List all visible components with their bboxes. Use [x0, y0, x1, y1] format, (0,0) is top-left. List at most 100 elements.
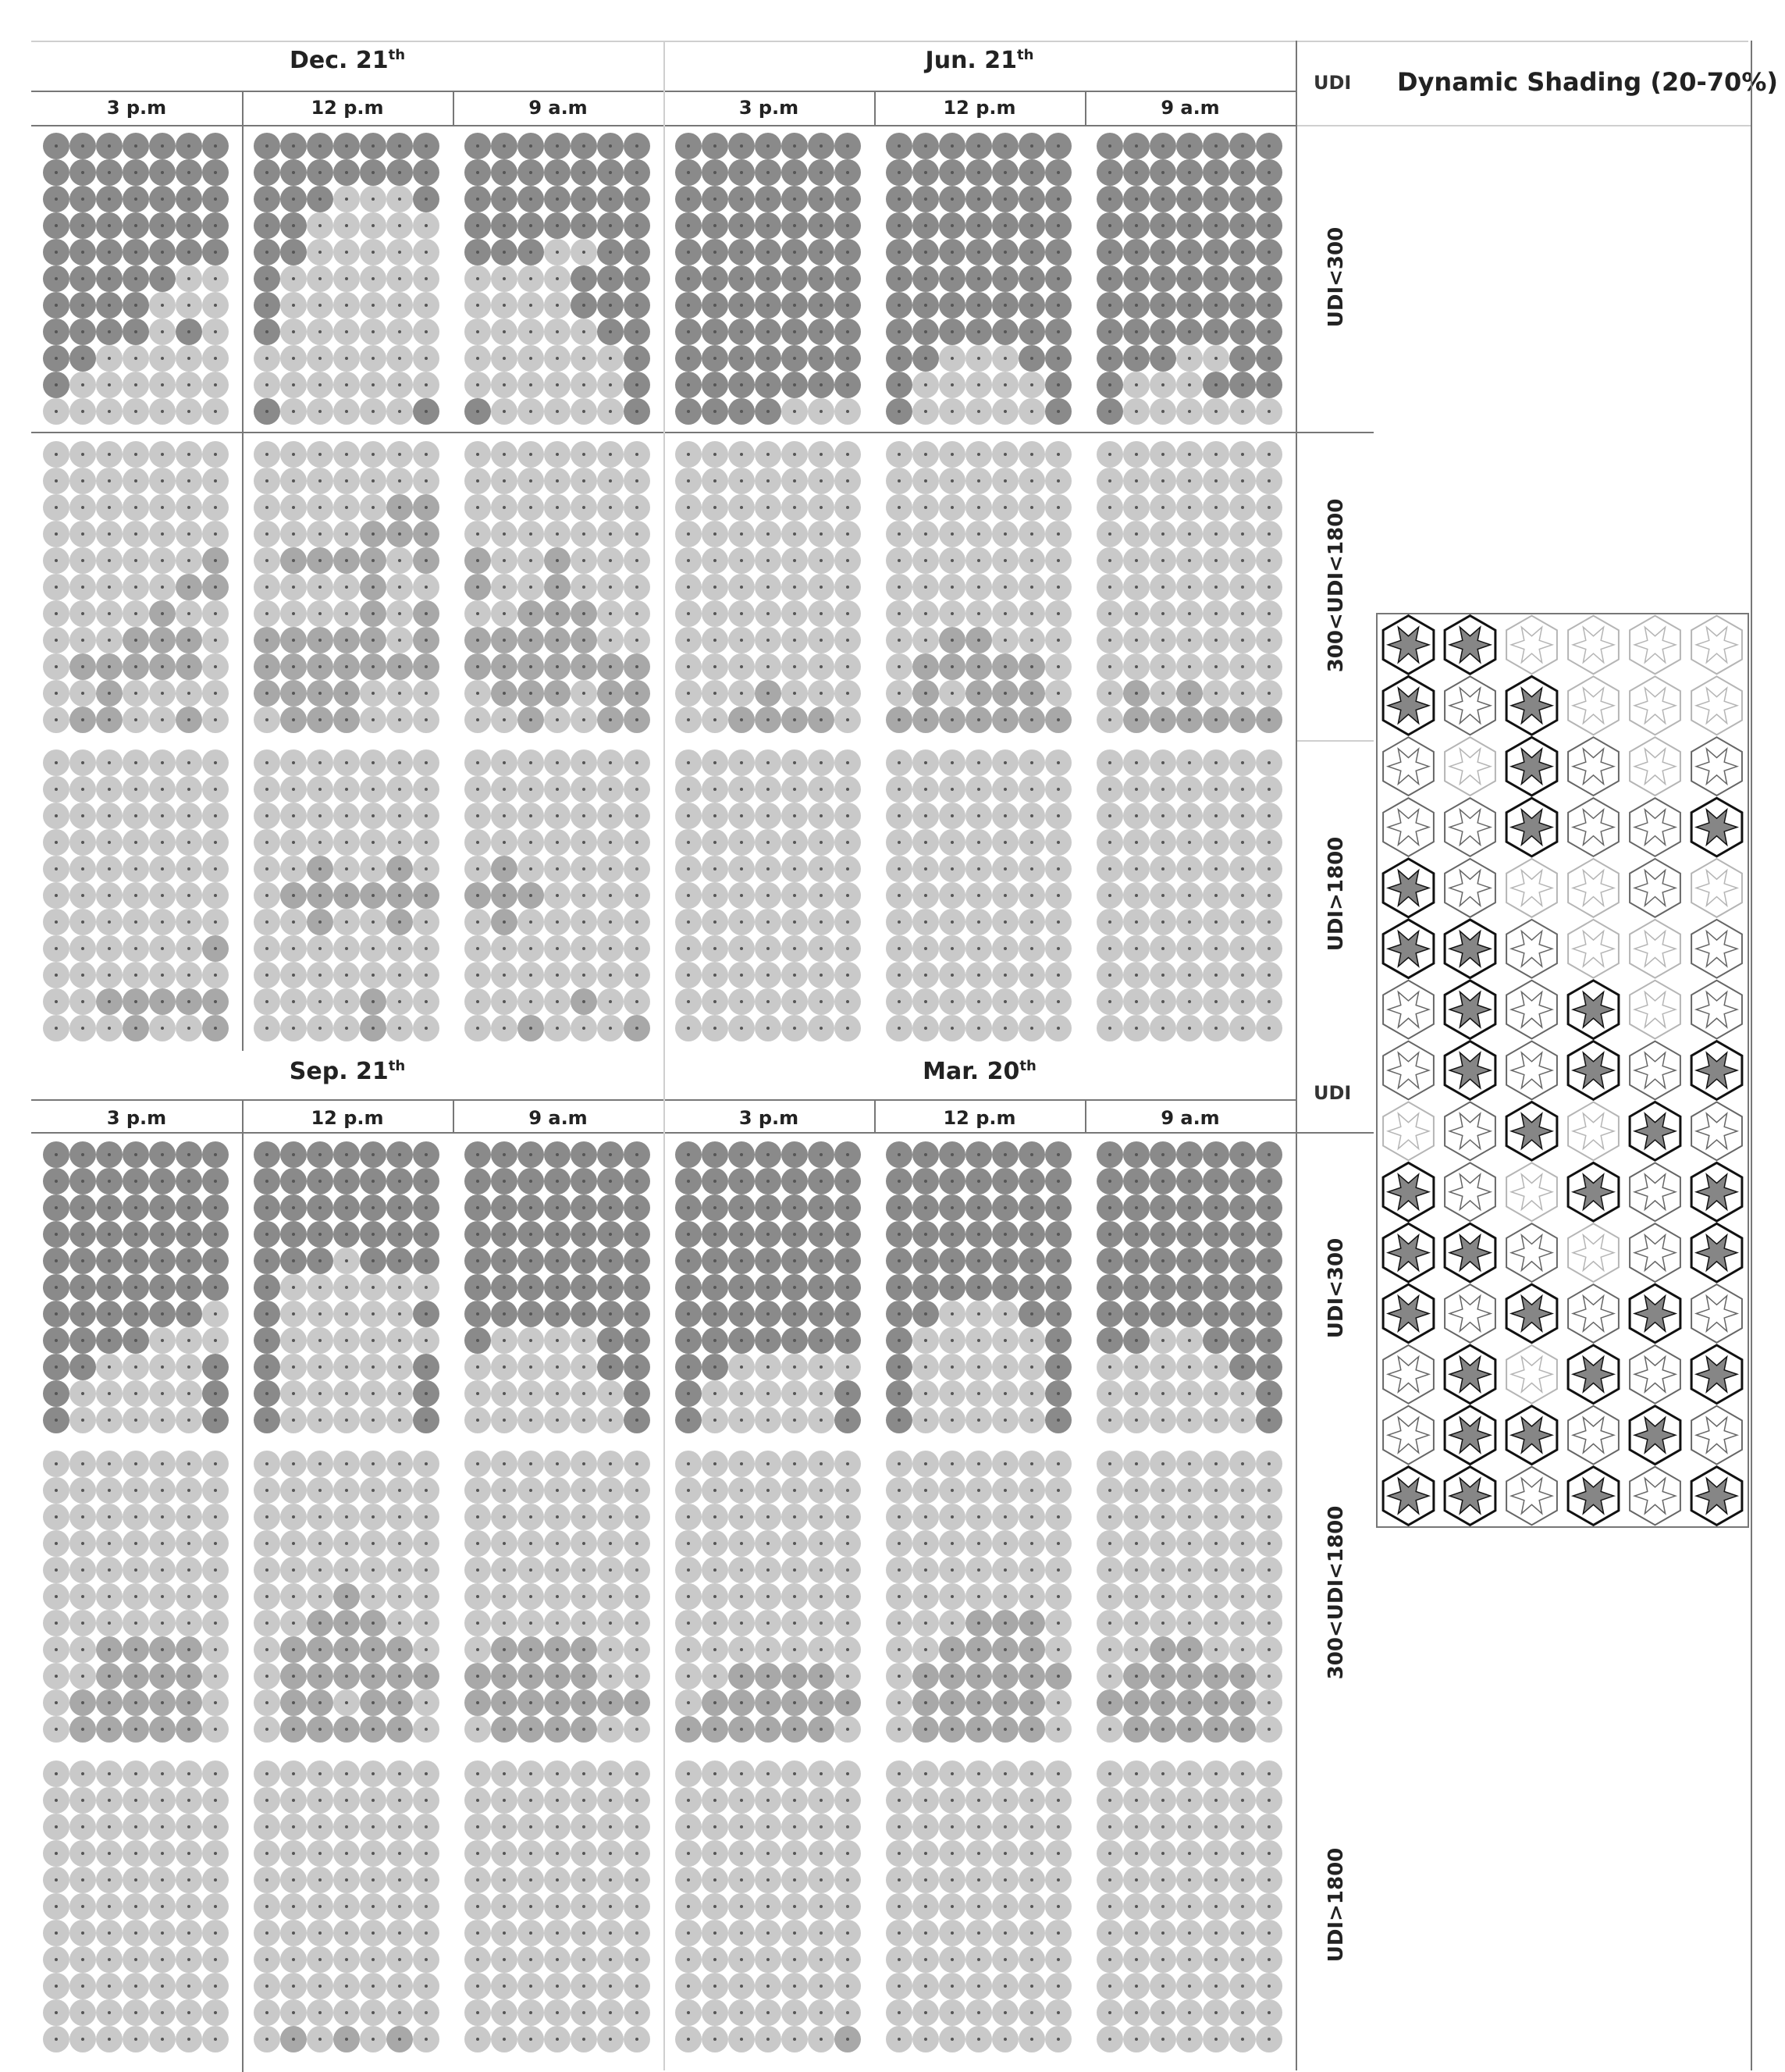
dot-center-mark [1268, 692, 1271, 695]
dot-center-mark [1214, 1515, 1218, 1518]
dot-center-mark [1004, 532, 1007, 536]
dot-center-mark [187, 330, 190, 333]
dot-center-mark [793, 532, 796, 536]
dot-center-mark [81, 867, 84, 870]
dot-center-mark [713, 277, 716, 280]
dot-center-mark [846, 224, 849, 227]
dot-center-mark [951, 224, 954, 227]
dot-center-mark [582, 1675, 585, 1678]
dot-center-mark [476, 198, 479, 201]
dot-center-mark [740, 251, 743, 254]
dot-center-mark [292, 1701, 295, 1704]
dot-center-mark [820, 144, 823, 148]
dot-center-mark [425, 974, 428, 977]
dot-center-mark [108, 1000, 111, 1003]
dot-center-mark [898, 1568, 901, 1572]
dot-center-mark [1214, 330, 1218, 333]
dot-center-mark [635, 1312, 638, 1315]
dot-center-mark [134, 1180, 137, 1183]
dot-center-mark [318, 1312, 322, 1315]
dot-center-mark [977, 1489, 980, 1492]
dot-center-mark [924, 1675, 927, 1678]
dot-center-mark [1268, 171, 1271, 174]
dot-center-mark [740, 841, 743, 844]
divider [874, 1099, 876, 1134]
dot-center-mark [1161, 867, 1165, 870]
dot-center-mark [635, 144, 638, 148]
dot-center-mark [740, 1542, 743, 1545]
dot-center-mark [793, 1206, 796, 1209]
dot-center-mark [582, 1365, 585, 1369]
dot-center-mark [793, 506, 796, 509]
dot-center-mark [687, 1648, 690, 1651]
dot-center-mark [292, 1515, 295, 1518]
dot-center-mark [134, 639, 137, 642]
dot-center-mark [582, 1799, 585, 1802]
dot-center-mark [161, 1958, 164, 1961]
dot-center-mark [1268, 761, 1271, 764]
dot-center-mark [1004, 1153, 1007, 1156]
dot-center-mark [1188, 1206, 1191, 1209]
dot-center-mark [820, 198, 823, 201]
dot-center-mark [345, 532, 348, 536]
dot-center-mark [1108, 665, 1111, 668]
dot-center-mark [425, 586, 428, 589]
dot-center-mark [1268, 1515, 1271, 1518]
dot-center-mark [81, 1233, 84, 1236]
dot-center-mark [951, 1259, 954, 1262]
dot-center-mark [1030, 1595, 1033, 1598]
dot-center-mark [977, 1419, 980, 1422]
dot-center-mark [292, 1622, 295, 1625]
dot-center-mark [81, 1206, 84, 1209]
dot-center-mark [924, 692, 927, 695]
dot-center-mark [372, 2011, 375, 2014]
dot-center-mark [713, 665, 716, 668]
dot-center-mark [398, 1027, 401, 1030]
dot-center-mark [609, 1568, 612, 1572]
dot-center-mark [635, 198, 638, 201]
dot-center-mark [345, 410, 348, 413]
dot-center-mark [187, 814, 190, 817]
dot-center-mark [556, 639, 559, 642]
dot-center-mark [1057, 304, 1060, 307]
dot-center-mark [265, 788, 268, 791]
dot-center-mark [1057, 1515, 1060, 1518]
dot-center-mark [503, 1206, 506, 1209]
dot-center-mark [924, 761, 927, 764]
dot-center-mark [108, 1233, 111, 1236]
dot-center-mark [609, 330, 612, 333]
dot-center-mark [55, 171, 58, 174]
dot-center-mark [1030, 277, 1033, 280]
dot-center-mark [425, 718, 428, 721]
dot-center-mark [292, 974, 295, 977]
dot-center-mark [214, 1206, 217, 1209]
dot-center-mark [318, 357, 322, 360]
dot-center-mark [425, 383, 428, 386]
dot-center-mark [529, 1233, 532, 1236]
dot-center-mark [635, 974, 638, 977]
dot-center-mark [108, 841, 111, 844]
dot-center-mark [265, 1027, 268, 1030]
dot-center-mark [265, 718, 268, 721]
dot-center-mark [1135, 506, 1138, 509]
dot-center-mark [187, 277, 190, 280]
dot-center-mark [503, 920, 506, 924]
dot-center-mark [1161, 1489, 1165, 1492]
dot-center-mark [134, 1852, 137, 1855]
dot-center-mark [292, 1180, 295, 1183]
dot-center-mark [345, 1419, 348, 1422]
dot-center-mark [898, 1027, 901, 1030]
dot-center-mark [318, 1905, 322, 1908]
dot-center-mark [766, 1000, 770, 1003]
dot-center-mark [977, 1568, 980, 1572]
dot-center-mark [582, 947, 585, 950]
dot-center-mark [372, 1462, 375, 1465]
dot-center-mark [740, 814, 743, 817]
dot-center-mark [134, 251, 137, 254]
dot-center-mark [55, 692, 58, 695]
dot-center-mark [1004, 761, 1007, 764]
dot-center-mark [161, 304, 164, 307]
dot-center-mark [265, 144, 268, 148]
dot-center-mark [292, 1027, 295, 1030]
dot-center-mark [529, 1206, 532, 1209]
